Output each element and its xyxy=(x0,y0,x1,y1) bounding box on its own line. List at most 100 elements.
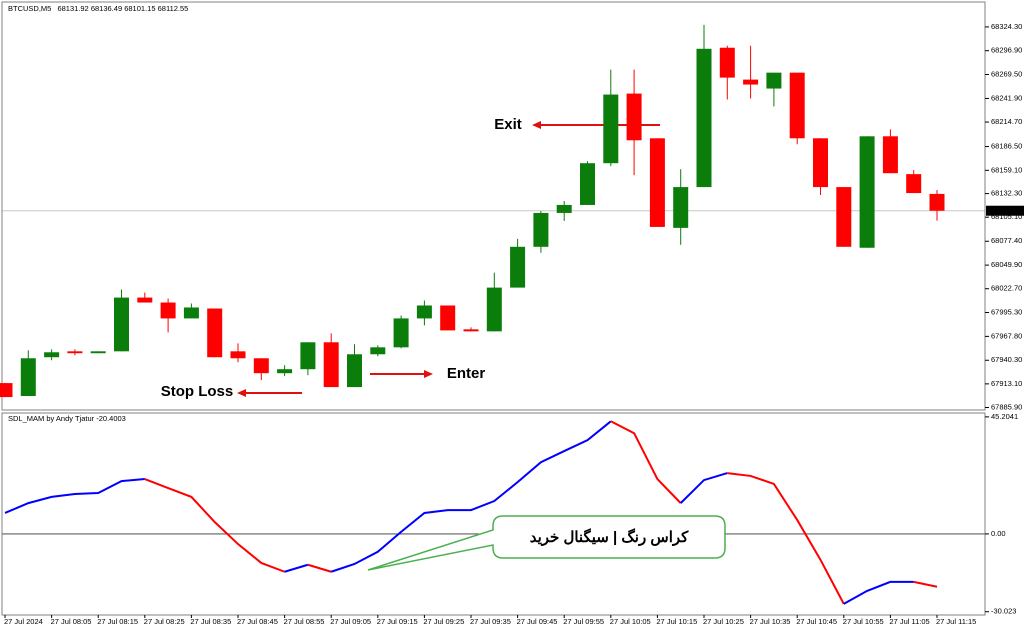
symbol: BTCUSD,M5 xyxy=(8,4,51,13)
indicator-line xyxy=(144,478,285,573)
arrow-head xyxy=(424,370,433,378)
indicator-panel xyxy=(1,412,986,616)
candle-body xyxy=(719,47,735,78)
current-price-label: 68112.55 xyxy=(989,206,1020,215)
candle-body xyxy=(90,351,106,354)
candle-body xyxy=(743,79,759,85)
y-tick-label: 68269.50 xyxy=(991,69,1022,78)
candle-body xyxy=(929,193,945,211)
y-tick-label: 67885.90 xyxy=(991,402,1022,411)
x-tick-label: 27 Jul 09:55 xyxy=(563,617,604,626)
candle-body xyxy=(0,383,13,398)
candle-body xyxy=(137,297,153,303)
x-tick-label: 27 Jul 10:35 xyxy=(750,617,791,626)
x-tick-label: 27 Jul 08:15 xyxy=(97,617,138,626)
y-tick-label: 68241.90 xyxy=(991,93,1022,102)
y-tick-label: 68105.10 xyxy=(991,212,1022,221)
arrow-head xyxy=(237,389,246,397)
candle-body xyxy=(20,358,36,397)
x-tick-label: 27 Jul 08:35 xyxy=(190,617,231,626)
exit-label: Exit xyxy=(494,116,522,133)
candle-body xyxy=(277,369,293,374)
candle-body xyxy=(114,297,129,352)
y-tick-label: 68324.30 xyxy=(991,22,1022,31)
y-tick-label: 68132.30 xyxy=(991,189,1022,198)
indicator-line xyxy=(843,580,914,605)
candle-body xyxy=(603,94,619,164)
x-tick-label: 27 Jul 11:15 xyxy=(936,617,976,626)
y-tick-label: 67940.30 xyxy=(991,355,1022,364)
current-price-box xyxy=(986,205,1024,216)
x-tick-label: 27 Jul 08:05 xyxy=(51,617,92,626)
candle-body xyxy=(906,174,922,194)
main-panel xyxy=(1,1,986,411)
x-tick-label: 27 Jul 10:55 xyxy=(843,617,884,626)
indicator-line xyxy=(307,563,332,573)
indicator-line xyxy=(610,420,682,504)
x-tick-label: 27 Jul 10:15 xyxy=(656,617,697,626)
candle-body xyxy=(626,93,642,141)
candle-body xyxy=(44,352,60,358)
candle-body xyxy=(882,136,898,174)
speech-bubble xyxy=(367,515,726,571)
candle-body xyxy=(370,347,386,355)
candle-body xyxy=(230,351,246,359)
candle-body xyxy=(836,187,852,247)
candle-body xyxy=(813,138,828,188)
y-tick-label: -30.023 xyxy=(991,607,1016,616)
y-tick-label: 68049.90 xyxy=(991,260,1022,269)
x-tick-label: 27 Jul 09:15 xyxy=(377,617,418,626)
high-value: 68136.49 xyxy=(91,4,122,13)
open-value: 68131.92 xyxy=(57,4,88,13)
x-tick-label: 27 Jul 10:25 xyxy=(703,617,744,626)
candle-body xyxy=(323,342,339,388)
y-tick-label: 45.2041 xyxy=(991,412,1018,421)
x-tick-label: 27 Jul 11:05 xyxy=(889,617,929,626)
candle-body xyxy=(160,302,176,319)
stop-loss-label: Stop Loss xyxy=(161,383,234,400)
candle-body xyxy=(207,308,223,358)
candle-body xyxy=(789,72,805,139)
indicator-name: SDL_MAM by Andy Tjatur xyxy=(8,414,95,423)
x-tick-label: 27 Jul 09:05 xyxy=(330,617,371,626)
candle-body xyxy=(533,212,549,247)
candle-body xyxy=(580,163,595,205)
y-tick-label: 68214.70 xyxy=(991,117,1022,126)
y-tick-label: 67967.80 xyxy=(991,331,1022,340)
indicator-line xyxy=(330,420,612,573)
x-tick-label: 27 Jul 10:45 xyxy=(796,617,837,626)
candle-body xyxy=(347,354,362,388)
candle-body xyxy=(416,305,432,319)
candle-body xyxy=(859,136,875,248)
candle-body xyxy=(67,351,83,354)
x-tick-label: 27 Jul 08:55 xyxy=(284,617,325,626)
x-tick-label: 27 Jul 09:25 xyxy=(423,617,464,626)
y-tick-label: 67913.10 xyxy=(991,379,1022,388)
indicator-line xyxy=(913,580,938,588)
indicator-line xyxy=(284,563,309,573)
candle-body xyxy=(486,287,502,332)
candle-body xyxy=(253,358,269,374)
candle-body xyxy=(649,138,665,227)
y-tick-label: 68159.10 xyxy=(991,165,1022,174)
x-tick-label: 27 Jul 08:25 xyxy=(144,617,185,626)
indicator-value: -20.4003 xyxy=(96,414,126,423)
y-tick-label: 0.00 xyxy=(991,529,1006,538)
candle-body xyxy=(183,307,199,319)
candle-body xyxy=(393,318,409,348)
y-tick-label: 67995.30 xyxy=(991,307,1022,316)
y-tick-label: 68186.50 xyxy=(991,142,1022,151)
indicator-line xyxy=(727,472,845,605)
x-tick-label: 27 Jul 2024 xyxy=(4,617,43,626)
header: BTCUSD,M5 68131.92 68136.49 68101.15 681… xyxy=(8,4,188,13)
indicator-header: SDL_MAM by Andy Tjatur -20.4003 xyxy=(8,414,126,423)
candle-body xyxy=(440,305,456,331)
candle-body xyxy=(510,246,526,288)
y-tick-label: 68296.90 xyxy=(991,46,1022,55)
candle-body xyxy=(463,329,479,332)
y-tick-label: 68022.70 xyxy=(991,284,1022,293)
arrow-head xyxy=(532,121,541,129)
candle-body xyxy=(556,204,572,213)
x-tick-label: 27 Jul 08:45 xyxy=(237,617,278,626)
